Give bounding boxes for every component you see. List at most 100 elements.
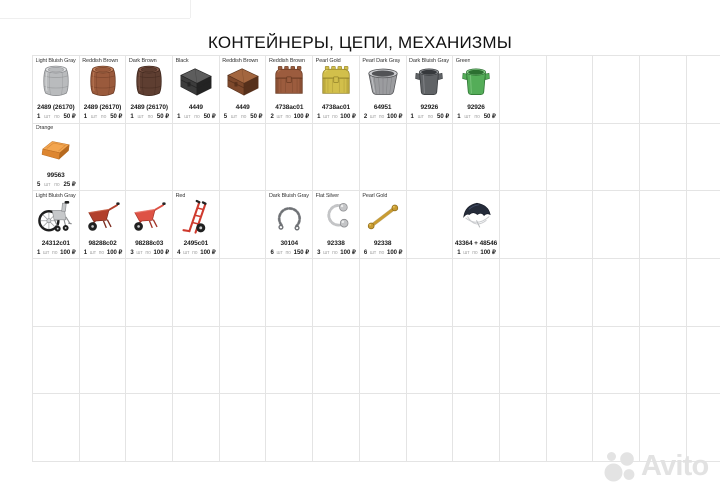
quantity-price-row: 2 шт по 100 ₽ [364, 113, 403, 120]
wheelbarrow-icon [82, 198, 124, 234]
part-cell: 43364 + 48546 1 шт по 100 ₽ [453, 191, 500, 260]
grid-cell [266, 259, 314, 327]
barrel-icon [128, 63, 170, 99]
grid-cell [499, 326, 547, 395]
part-number: 2489 (26170) [83, 104, 122, 112]
price-value: 100 ₽ [386, 114, 403, 121]
price-value: 25 ₽ [63, 181, 76, 188]
color-label: Black [175, 57, 189, 64]
quantity-value: 1 [410, 114, 414, 121]
grid-cell [79, 259, 127, 327]
quantity-value: 1 [457, 114, 461, 121]
grid-cell [593, 259, 640, 327]
umbrella-icon [455, 198, 497, 234]
quantity-price-row: 5 шт по 50 ₽ [224, 113, 263, 120]
color-label: Dark Brown [128, 57, 157, 64]
price-value: 50 ₽ [63, 114, 76, 121]
color-label: Pearl Gold [315, 57, 341, 64]
quantity-price-row: 1 шт по 50 ₽ [411, 113, 450, 120]
grid-cell [546, 123, 594, 192]
part-number: 2489 (26170) [130, 104, 168, 112]
color-label: Reddish Brown [222, 57, 259, 64]
unit-label: шт [184, 114, 191, 121]
chest-closed-icon [175, 63, 217, 99]
grid-cell [173, 394, 220, 463]
part-number: 43364 + 48546 [454, 239, 498, 247]
unit-label: шт [464, 114, 471, 121]
faint-corner-line-horizontal [0, 18, 190, 19]
price-value: 50 ₽ [250, 114, 263, 121]
chain-gold-icon [362, 198, 404, 234]
grid-cell [639, 123, 687, 192]
quantity-price-row: 4 шт по 100 ₽ [177, 249, 216, 256]
grid-cell [499, 394, 547, 463]
wheelbarrow-icon [128, 198, 170, 234]
per-label: по [145, 249, 151, 256]
quantity-value: 1 [317, 114, 321, 121]
per-label: по [147, 114, 154, 121]
unit-label: шт [417, 114, 424, 121]
grid-cell [639, 394, 687, 463]
price-value: 50 ₽ [203, 114, 216, 121]
part-cell: Dark Bluish Gray 92926 1 шт по 50 ₽ [406, 56, 454, 124]
part-number: 4449 [188, 104, 203, 112]
part-cell: Reddish Brown 4449 5 шт по 50 ₽ [219, 56, 267, 124]
price-value: 100 ₽ [153, 249, 170, 256]
per-label: по [332, 249, 338, 256]
avito-wordmark: Avito [641, 450, 709, 482]
grid-cell [313, 123, 360, 192]
price-value: 100 ₽ [386, 249, 403, 256]
grid-cell [33, 394, 80, 463]
wheelchair-icon [35, 198, 77, 234]
grid-cell [546, 191, 594, 260]
quantity-value: 6 [270, 249, 274, 256]
quantity-value: 2 [363, 114, 368, 121]
quantity-value: 2 [270, 114, 274, 121]
quantity-value: 1 [83, 249, 88, 256]
grid-cell [219, 259, 267, 327]
per-label: по [54, 114, 60, 121]
color-label: Reddish Brown [268, 57, 305, 64]
price-value: 50 ₽ [156, 114, 170, 121]
price-value: 100 ₽ [340, 114, 356, 121]
unit-label: шт [276, 114, 283, 121]
per-label: по [192, 249, 198, 256]
grid-cell [266, 326, 314, 395]
grid-cell [406, 394, 454, 463]
grid-cell [686, 394, 720, 463]
part-number: 98288c03 [135, 239, 164, 247]
grid-cell [686, 124, 720, 192]
page-title: КОНТЕЙНЕРЫ, ЦЕПИ, МЕХАНИЗМЫ [208, 33, 512, 52]
quantity-price-row: 1 шт по 50 ₽ [130, 113, 169, 120]
part-cell: Pearl Dark Gray 64951 2 шт по 100 ₽ [359, 56, 407, 124]
part-cell: 98288c02 1 шт по 100 ₽ [79, 191, 127, 260]
parts-grid: Light Bluish Gray 2489 (26170) 1 шт по 50 ₽ R… [32, 55, 720, 463]
part-cell: Reddish Brown 2489 (26170) 1 шт по 50 ₽ [79, 56, 127, 124]
grid-cell [499, 191, 547, 260]
grid-cell [546, 394, 594, 463]
part-number: 4738ac01 [275, 104, 304, 112]
part-cell: Green 92926 1 шт по 50 ₽ [453, 56, 500, 124]
unit-label: шт [323, 114, 330, 121]
unit-label: шт [44, 181, 51, 188]
quantity-price-row: 1 шт по 100 ₽ [457, 249, 496, 256]
quantity-value: 5 [223, 114, 228, 121]
unit-label: шт [136, 249, 143, 256]
quantity-value: 1 [457, 249, 461, 256]
part-cell: 98288c03 3 шт по 100 ₽ [126, 191, 174, 260]
per-label: по [285, 114, 291, 121]
grid-cell [686, 56, 720, 124]
grid-cell [546, 326, 594, 395]
faint-corner-line-vertical [190, 0, 191, 18]
part-number: 30104 [280, 239, 299, 247]
color-label: Light Bluish Gray [35, 192, 76, 199]
chain-ball-icon [315, 198, 357, 234]
quantity-price-row: 1 шт по 100 ₽ [317, 113, 356, 120]
price-value: 50 ₽ [483, 114, 496, 121]
grid-cell [453, 123, 500, 192]
grid-cell [593, 191, 640, 260]
grid-cell [173, 326, 220, 395]
part-number: 2489 (26170) [37, 104, 75, 112]
grid-cell [219, 394, 267, 463]
quantity-price-row: 3 шт по 100 ₽ [130, 249, 169, 256]
